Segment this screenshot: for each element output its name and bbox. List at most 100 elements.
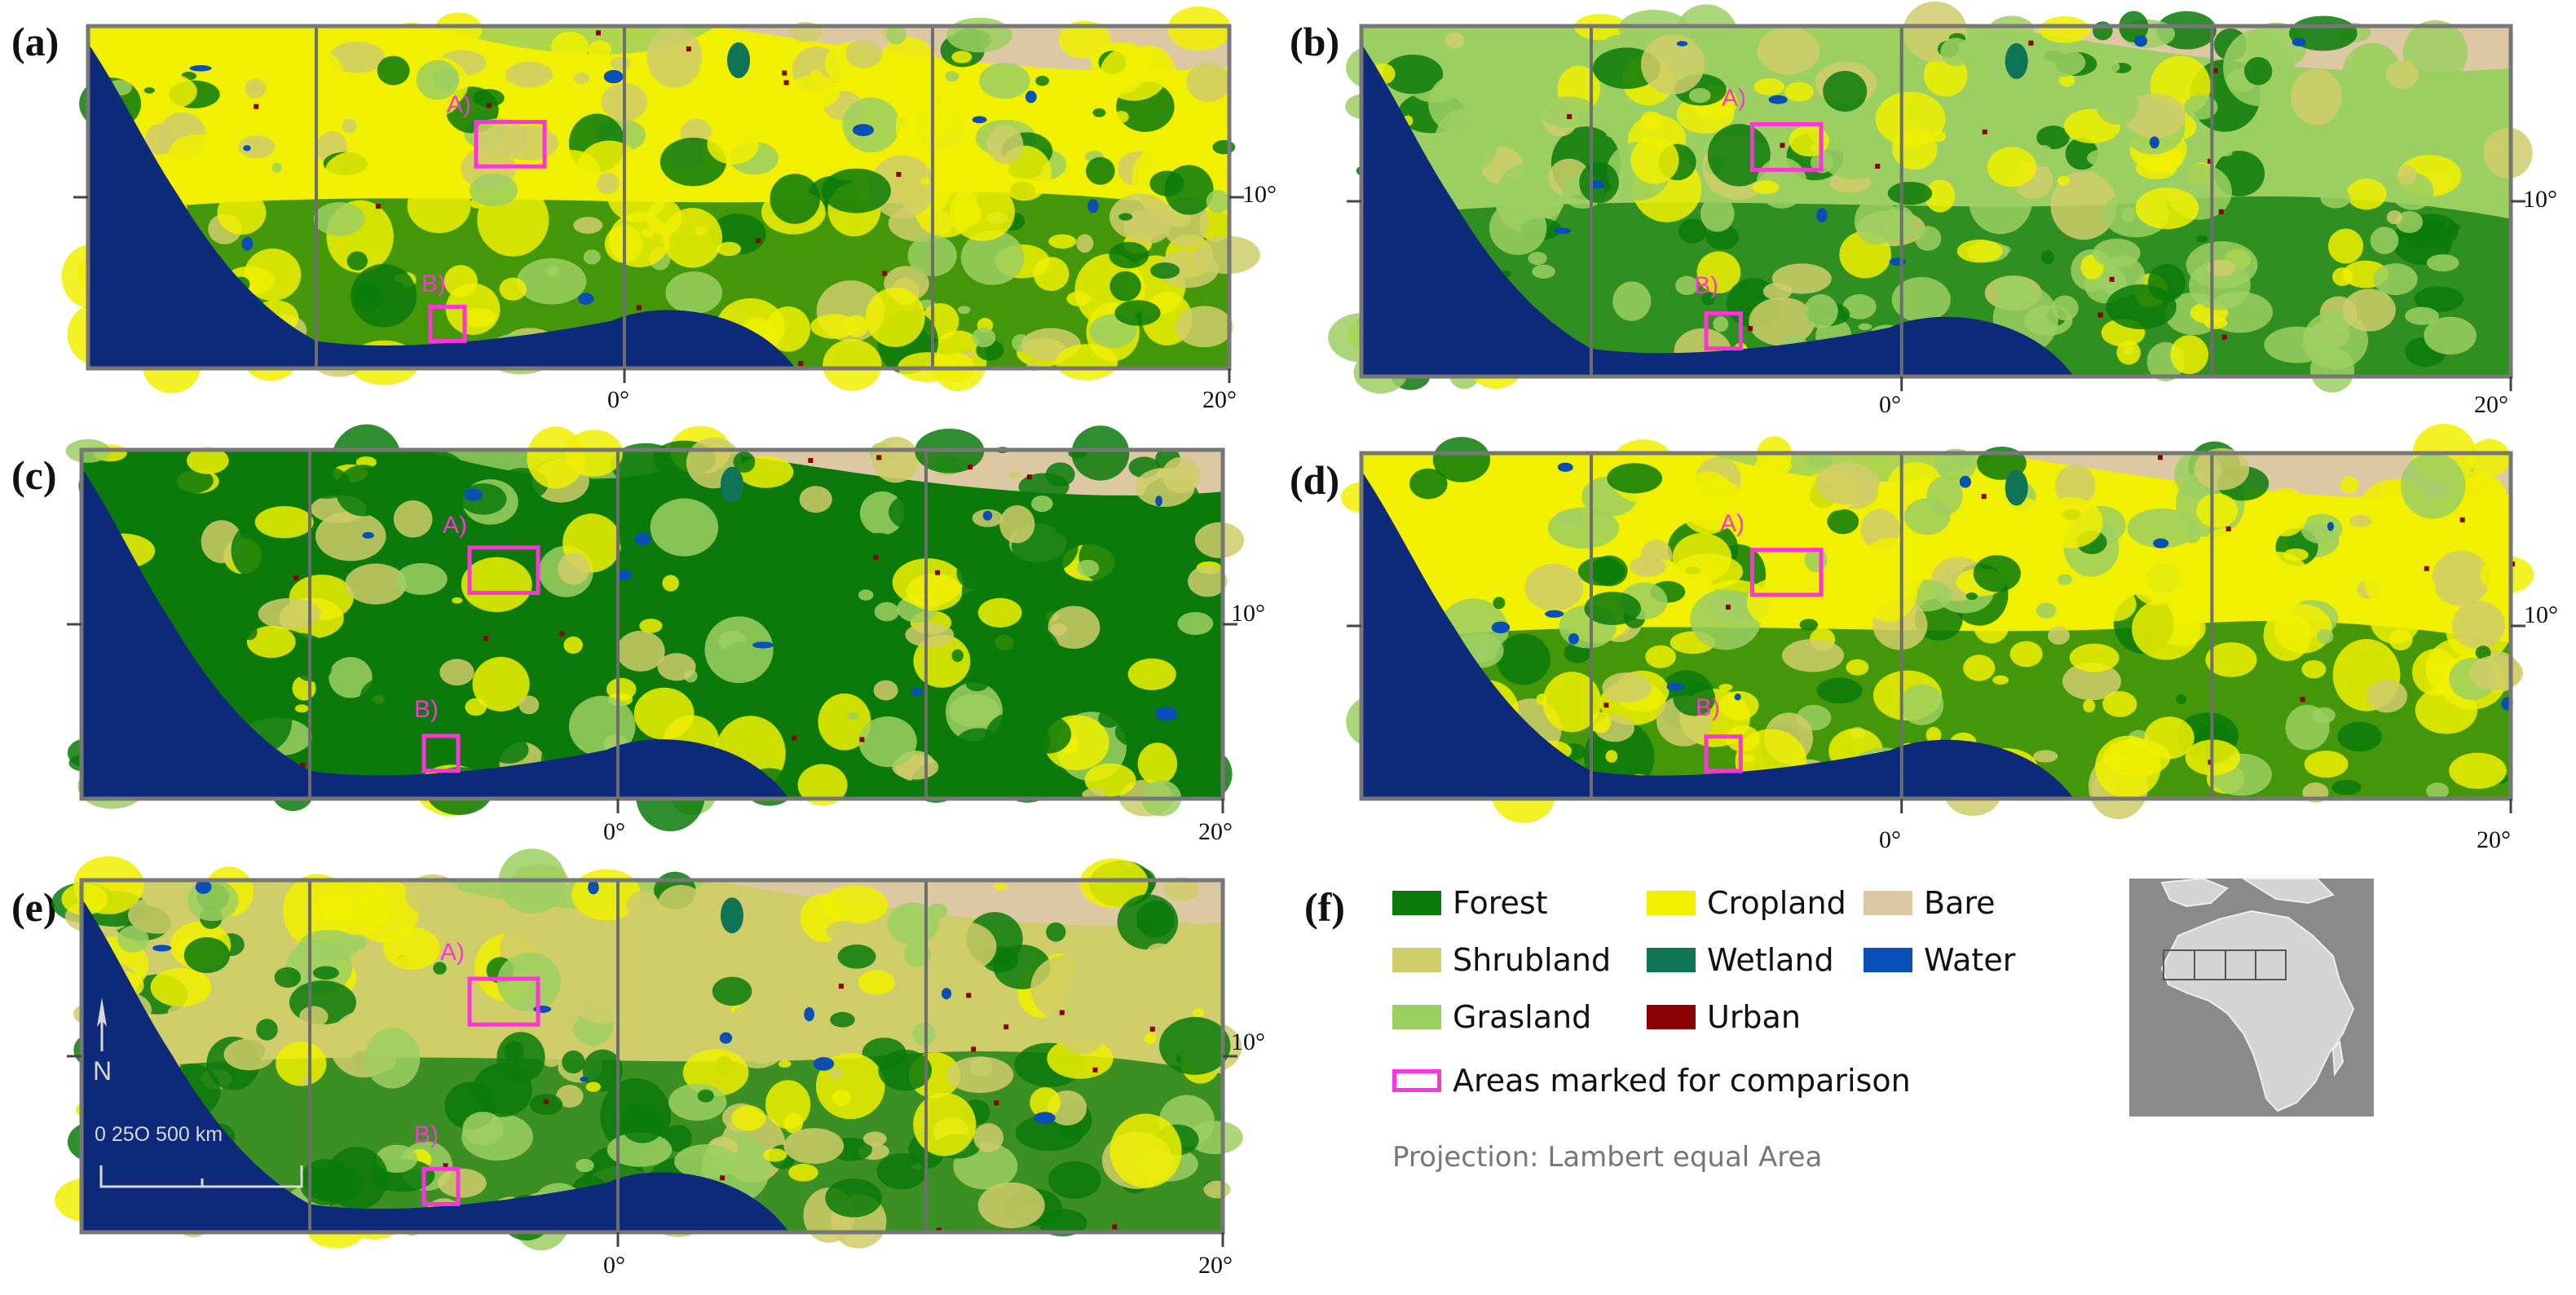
landcover-patch <box>2036 602 2057 619</box>
landcover-patch <box>2485 139 2503 151</box>
land-cover-map <box>1328 1 2533 394</box>
landcover-patch <box>805 544 830 564</box>
urban-dot <box>1780 143 1785 148</box>
comparison-box-a <box>1749 121 1824 172</box>
landcover-patch <box>1092 108 1106 117</box>
landcover-patch <box>1109 271 1141 302</box>
landcover-patch <box>788 1164 818 1182</box>
urban-dot <box>559 631 565 636</box>
landcover-patch <box>299 1159 353 1206</box>
legend-item-label: Wetland <box>1707 942 1834 978</box>
landcover-patch <box>1046 922 1066 942</box>
landcover-patch <box>2102 738 2171 777</box>
landcover-patch <box>1988 496 2048 551</box>
landcover-patch <box>550 31 589 63</box>
landcover-patch <box>1944 566 1959 575</box>
landcover-patch <box>948 694 1000 728</box>
landcover-patch <box>2196 235 2208 243</box>
scale-bar-labels: 0 25O 500 km <box>95 1123 223 1146</box>
marker-label-b: B) <box>1696 694 1720 721</box>
landcover-patch <box>238 135 276 159</box>
landcover-patch <box>717 241 742 257</box>
water-body <box>2149 136 2159 149</box>
landcover-patch <box>1188 565 1228 597</box>
landcover-patch <box>1987 147 2036 187</box>
urban-dot <box>1748 326 1753 332</box>
water-body <box>1155 707 1178 721</box>
landcover-patch <box>2083 699 2096 713</box>
landcover-patch <box>1056 344 1118 381</box>
landcover-patch <box>1940 37 1972 67</box>
landcover-patch <box>951 649 964 663</box>
landcover-patch <box>1109 241 1149 269</box>
landcover-patch <box>313 202 365 236</box>
landcover-patch <box>946 1056 1014 1094</box>
landcover-patch <box>704 616 774 684</box>
landcover-patch <box>2397 165 2417 185</box>
landcover-patch <box>1149 262 1180 280</box>
landcover-patch <box>2039 16 2090 43</box>
landcover-patch <box>1494 132 1515 148</box>
landcover-patch <box>1071 1005 1112 1038</box>
landcover-patch <box>2036 126 2070 150</box>
water-body <box>1087 199 1099 214</box>
landcover-patch <box>364 1028 421 1089</box>
landcover-patch <box>345 563 407 605</box>
panel-label: (b) <box>1290 19 1340 64</box>
landcover-patch <box>541 149 601 195</box>
landcover-patch <box>2370 598 2420 645</box>
water-body <box>1491 621 1511 634</box>
landcover-patch <box>167 467 214 495</box>
landcover-patch <box>443 265 478 297</box>
landcover-patch <box>2194 447 2250 491</box>
landcover-patch <box>754 86 796 124</box>
landcover-patch <box>187 447 229 474</box>
landcover-patch <box>565 429 623 477</box>
landcover-patch <box>2373 263 2418 296</box>
landcover-patch <box>878 37 938 95</box>
tick-lon-20: 20° <box>2477 826 2511 853</box>
landcover-patch <box>2300 513 2343 544</box>
water-body <box>852 124 874 137</box>
landcover-patch <box>1086 156 1115 185</box>
landcover-patch <box>2342 289 2396 332</box>
landcover-patch <box>1590 555 1628 587</box>
landcover-patch <box>2459 186 2486 212</box>
urban-dot <box>443 1163 448 1169</box>
comparison-box-a <box>1749 548 1824 597</box>
urban-dot <box>293 575 299 581</box>
landcover-patch <box>1859 558 1918 622</box>
tick-lon-20: 20° <box>2474 391 2508 418</box>
landcover-patch <box>470 174 518 207</box>
landcover-patch <box>2130 553 2182 606</box>
landcover-patch <box>1409 516 1425 528</box>
ocean-south <box>88 347 716 368</box>
urban-dot <box>783 80 789 86</box>
landcover-patch <box>1045 462 1075 487</box>
legend-item-bare: Bare <box>1864 885 1996 921</box>
landcover-patch <box>2244 551 2312 611</box>
landcover-patch <box>377 55 410 86</box>
landcover-patch <box>858 716 917 768</box>
landcover-patch <box>556 1085 584 1108</box>
landcover-patch <box>1123 209 1171 244</box>
landcover-patch <box>128 896 189 934</box>
landcover-patch <box>1752 180 1780 195</box>
landcover-patch <box>2452 601 2505 650</box>
landcover-patch <box>2386 210 2402 225</box>
landcover-patch <box>271 162 282 173</box>
landcover-patch <box>986 125 1024 165</box>
landcover-patch <box>2366 679 2407 713</box>
landcover-patch <box>2370 227 2399 254</box>
landcover-patch <box>223 1038 275 1071</box>
landcover-patch <box>1718 683 1733 691</box>
landcover-patch <box>241 623 258 641</box>
landcover-patch <box>1690 589 1762 650</box>
legend-swatch <box>1392 948 1441 972</box>
urban-dot <box>636 305 642 311</box>
landcover-patch <box>342 118 357 134</box>
urban-dot <box>2158 455 2164 460</box>
map-panel-b: (b) A) B) 10° 0° 20° <box>1272 0 2576 432</box>
landcover-patch <box>697 1089 714 1103</box>
landcover-patch <box>1992 675 2009 685</box>
